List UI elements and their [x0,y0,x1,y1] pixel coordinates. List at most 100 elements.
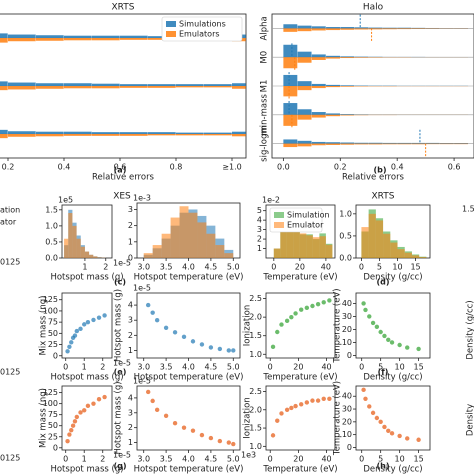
y-tick-label: 1.5 [45,205,58,214]
bar [0,134,8,139]
bar [311,83,326,86]
bar [0,38,8,43]
y-tick-label: 0 [347,443,352,452]
cropped-text: 0125 [0,258,20,267]
x-tick-label: 5 [378,455,383,464]
bar [36,131,64,134]
bar [439,143,454,144]
y-tick-label: 3 [128,316,133,325]
bar [326,113,340,115]
x-axis-label: Temperature (eV) [262,465,337,474]
bar [340,114,355,115]
bar [283,24,298,29]
bar [215,245,225,258]
x-tick-label: 40 [321,263,331,272]
point [72,333,78,338]
x-tick-label: 4.5 [205,455,218,464]
panel-label: (b) [373,166,386,175]
bar [283,139,298,144]
bar [0,86,8,91]
x-tick-label: 15 [414,363,424,372]
y-axis-label: Mix mass (ng) [39,296,49,356]
y-tick-label: 25 [48,340,58,349]
cropped-text: ation [0,206,20,215]
bar [92,86,120,89]
bar [311,143,326,146]
bar [326,55,340,58]
x-tick-label: 0 [359,363,364,372]
point [69,427,74,433]
group-title: XRTS [372,192,395,202]
axes-frame [136,292,241,359]
bar [354,27,369,29]
bar [311,57,326,60]
x-axis-label: Temperature (eV) [262,373,337,383]
point [65,438,70,444]
y-tick-label: 2 [128,423,133,432]
x-tick-label: 3.0 [137,455,150,464]
point [270,344,276,350]
y-axis-label: Ionization [243,397,253,438]
bar [397,249,405,258]
point [199,342,205,347]
point [389,340,395,345]
point [275,329,280,335]
bar [64,86,92,89]
bar [454,143,469,145]
y-tick-label: 0.5 [339,231,352,240]
x-tick-label: 3.5 [160,455,173,464]
x-axis-label: Hotspot temperature (eV) [134,373,244,383]
bar [311,114,326,118]
bar [368,28,383,30]
bar [397,142,412,144]
y-tick-label: 0.0 [339,254,352,263]
y-tick-label: 10 [342,430,352,439]
legend-label: Emulator [287,221,324,230]
y-offset-text: 1e-5 [133,284,151,293]
y-tick-label: 100 [43,306,58,315]
axes-frame [136,385,241,451]
y-tick-label: 75 [48,318,58,327]
bar [72,225,77,258]
point [172,421,178,426]
bar [340,56,355,58]
point [199,432,205,438]
y-tick-label: 1 [128,438,133,447]
legend-swatch [274,222,284,228]
y-tick-label: 1 [128,346,133,355]
y-tick-label: 0 [128,254,133,263]
x-tick-label: 40 [321,363,331,372]
bar [340,114,355,116]
bar [232,134,246,137]
point [386,337,391,342]
y-tick-label: 50 [48,421,58,430]
point [321,396,326,401]
point [299,307,304,312]
x-tick-label: 3.5 [160,263,173,272]
bar [326,57,340,59]
x-tick-label: 1 [82,455,87,464]
panel-label: (d) [376,278,389,287]
bar [68,213,73,258]
legend-swatch [166,31,176,37]
bar [340,57,355,59]
point [382,424,387,430]
point [85,319,91,325]
y-tick-label: 25 [48,432,58,441]
point [150,398,155,404]
bar [297,143,312,147]
bar [354,56,369,58]
x-tick-label: 0 [268,455,273,464]
bar [161,233,171,258]
axes-frame [61,385,113,451]
x-tick-label: 0.8 [170,163,183,172]
bar [176,134,204,136]
bar [312,237,320,258]
point [154,318,160,323]
bar [354,57,369,58]
x-tick-label: 2 [100,363,105,372]
x-tick-label: 4.0 [182,455,195,464]
point [327,396,332,401]
point [102,313,107,318]
point [154,407,160,413]
